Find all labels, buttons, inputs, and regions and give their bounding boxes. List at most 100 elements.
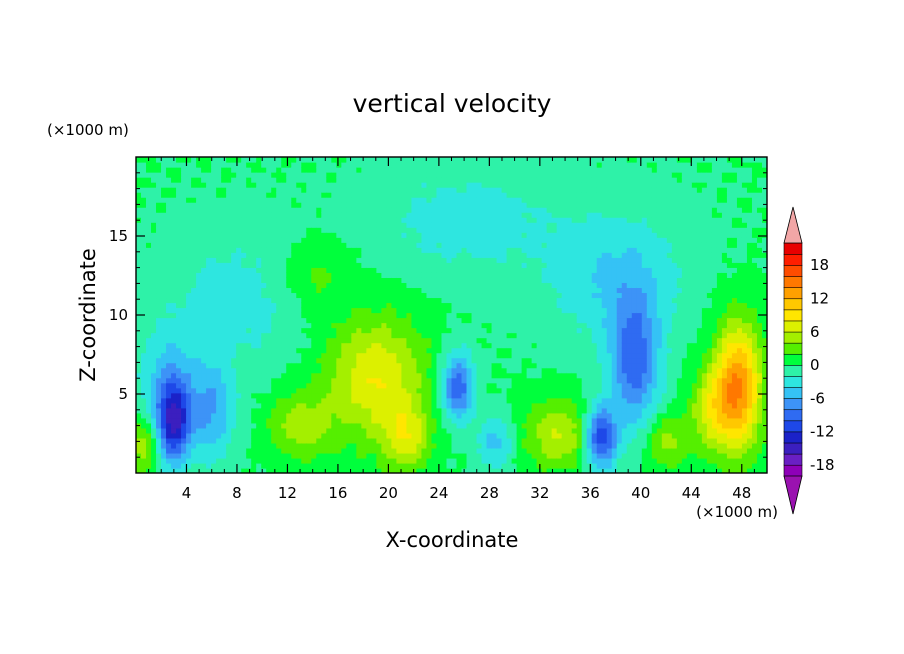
contour-cell [156, 212, 162, 218]
contour-cell [421, 262, 428, 268]
contour-cell [476, 427, 483, 434]
contour-cell [146, 182, 152, 188]
contour-cell [291, 157, 297, 163]
contour-cell [291, 217, 297, 223]
contour-cell [176, 187, 182, 193]
contour-cell [441, 372, 448, 379]
contour-cell [281, 297, 287, 304]
contour-cell [301, 382, 307, 389]
contour-cell [461, 207, 468, 213]
contour-cell [466, 317, 473, 324]
contour-cell [286, 387, 292, 394]
contour-cell [211, 157, 217, 163]
contour-cell [221, 462, 227, 469]
contour-cell [416, 372, 423, 379]
contour-cell [316, 437, 322, 444]
contour-cell [506, 357, 513, 364]
contour-cell [366, 202, 372, 208]
contour-cell [231, 192, 237, 198]
contour-cell [396, 382, 403, 389]
contour-cell [461, 452, 468, 459]
contour-cell [506, 162, 513, 168]
contour-cell [296, 227, 302, 233]
contour-cell [206, 422, 212, 429]
contour-cell [431, 312, 438, 319]
contour-cell [476, 442, 483, 449]
contour-cell [426, 447, 433, 454]
contour-cell [216, 172, 222, 178]
contour-cell [501, 222, 508, 228]
contour-cell [251, 207, 257, 213]
contour-cell [421, 252, 428, 258]
contour-cell [156, 447, 162, 454]
contour-cell [246, 207, 252, 213]
contour-cell [526, 342, 533, 349]
contour-cell [216, 362, 222, 369]
contour-cell [191, 202, 197, 208]
contour-cell [426, 197, 433, 203]
contour-cell [456, 202, 463, 208]
contour-cell [501, 467, 508, 473]
contour-cell [501, 332, 508, 339]
contour-cell [206, 397, 212, 404]
contour-cell [506, 362, 513, 369]
contour-cell [331, 232, 337, 238]
contour-cell [416, 252, 423, 258]
contour-cell [231, 442, 237, 449]
contour-cell [331, 362, 337, 369]
contour-cell [411, 387, 418, 394]
contour-cell [141, 162, 147, 168]
contour-cell [351, 377, 357, 384]
contour-cell [286, 277, 292, 283]
contour-cell [266, 377, 272, 384]
contour-cell [466, 247, 473, 253]
contour-cell [361, 237, 367, 243]
contour-cell [426, 202, 433, 208]
contour-cell [316, 462, 322, 469]
contour-cell [246, 312, 252, 319]
contour-cell [491, 187, 498, 193]
contour-cell [476, 447, 483, 454]
contour-cell [521, 227, 528, 233]
contour-cell [386, 202, 393, 208]
contour-cell [196, 262, 202, 268]
contour-cell [316, 192, 322, 198]
contour-cell [471, 167, 478, 173]
contour-cell [361, 167, 367, 173]
contour-cell [281, 322, 287, 329]
contour-cell [156, 352, 162, 359]
contour-cell [331, 437, 337, 444]
contour-cell [446, 347, 453, 354]
contour-cell [431, 167, 438, 173]
contour-cell [431, 302, 438, 309]
contour-cell [266, 202, 272, 208]
contour-cell [151, 207, 157, 213]
contour-cell [281, 197, 287, 203]
contour-cell [441, 172, 448, 178]
contour-cell [141, 167, 147, 173]
contour-cell [346, 337, 352, 344]
contour-cell [261, 357, 267, 364]
contour-cell [246, 327, 252, 334]
contour-cell [351, 462, 357, 469]
contour-cell [511, 432, 518, 439]
contour-cell [256, 457, 262, 464]
contour-cell [216, 197, 222, 203]
contour-cell [446, 462, 453, 469]
contour-cell [511, 377, 518, 384]
contour-cell [251, 332, 257, 339]
contour-cell [256, 267, 262, 273]
contour-cell [181, 437, 187, 444]
contour-cell [386, 257, 393, 263]
contour-cell [491, 262, 498, 268]
contour-cell [216, 292, 222, 299]
contour-cell [401, 217, 408, 223]
contour-cell [446, 307, 453, 314]
contour-cell [166, 422, 172, 429]
contour-cell [176, 242, 182, 248]
contour-cell [441, 442, 448, 449]
contour-cell [236, 242, 242, 248]
contour-cell [246, 402, 252, 409]
contour-cell [511, 222, 518, 228]
contour-cell [481, 252, 488, 258]
